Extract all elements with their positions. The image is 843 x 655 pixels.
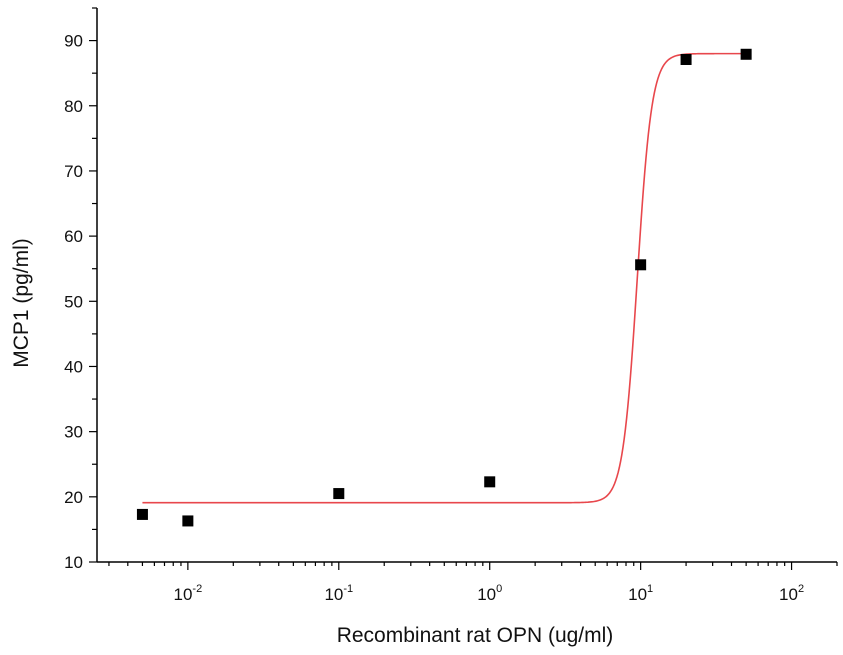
data-point xyxy=(680,53,692,65)
y-tick-label: 40 xyxy=(64,357,83,376)
y-tick-label: 20 xyxy=(64,488,83,507)
x-tick-label: 10-2 xyxy=(174,583,203,604)
data-point xyxy=(740,48,752,60)
y-tick-label: 50 xyxy=(64,292,83,311)
y-tick-label: 10 xyxy=(64,553,83,572)
data-point xyxy=(635,259,647,271)
x-axis-label: Recombinant rat OPN (ug/ml) xyxy=(337,624,614,647)
y-tick-label: 80 xyxy=(64,97,83,116)
y-tick-label: 60 xyxy=(64,227,83,246)
axes xyxy=(96,8,837,563)
y-tick-label: 90 xyxy=(64,32,83,51)
x-ticks: 10-2 10-1 100 101 102 xyxy=(108,562,838,604)
y-axis-label: MCP1 (pg/ml) xyxy=(10,238,33,368)
y-tick-label: 30 xyxy=(64,423,83,442)
x-tick-label: 100 xyxy=(477,583,502,604)
data-point xyxy=(333,488,345,500)
fit-curve xyxy=(142,52,747,504)
x-tick-label: 102 xyxy=(779,583,804,604)
fit-curve-layer xyxy=(142,52,747,504)
y-ticks: 10 20 30 40 50 60 70 80 90 xyxy=(64,7,97,572)
y-tick-label: 70 xyxy=(64,162,83,181)
data-point xyxy=(136,508,148,520)
data-point xyxy=(484,476,496,488)
x-tick-label: 101 xyxy=(628,583,653,604)
x-tick-label: 10-1 xyxy=(324,583,353,604)
data-points xyxy=(136,48,752,527)
data-point xyxy=(182,515,194,527)
